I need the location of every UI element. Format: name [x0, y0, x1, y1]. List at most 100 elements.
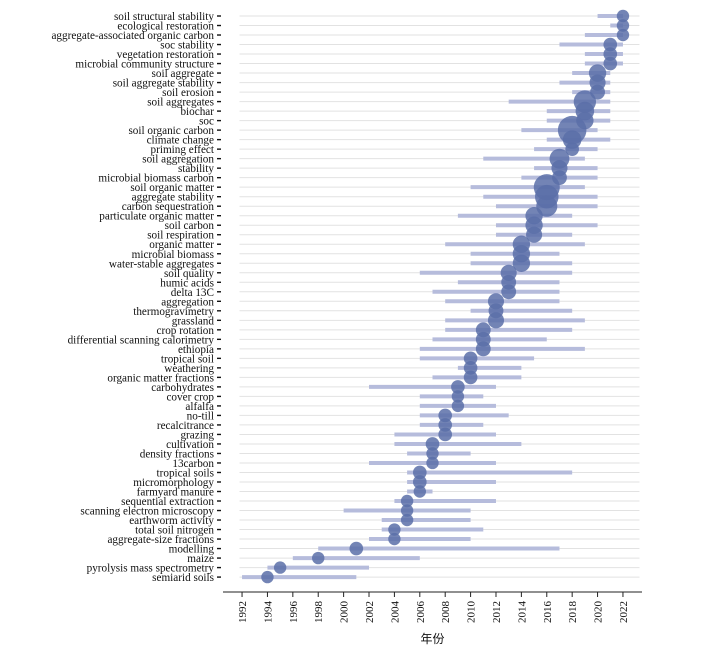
keyword-label: biochar	[180, 106, 214, 118]
keyword-label: aggregate stability	[132, 192, 215, 204]
keyword-label: organic matter fractions	[107, 372, 214, 384]
keyword-label: carbon sequestration	[122, 201, 215, 213]
keyword-label: farmyard manure	[137, 487, 214, 499]
peak-point	[616, 9, 630, 23]
keyword-label: ethiopia	[178, 344, 214, 356]
peak-point	[616, 28, 630, 42]
span-bars-layer	[242, 14, 623, 580]
keyword-label: aggregate-size fractions	[107, 534, 214, 546]
keyword-label: ecological restoration	[117, 21, 214, 33]
keyword-label: soil aggregates	[147, 97, 214, 109]
keyword-label: delta 13C	[171, 287, 214, 299]
keyword-label: micromorphology	[133, 477, 214, 489]
keyword-label: total soil nitrogen	[135, 525, 214, 537]
x-tick-label: 2016	[542, 601, 554, 624]
keyword-label: soil carbon	[165, 220, 215, 232]
keyword-label: organic matter	[149, 239, 214, 251]
keyword-label: priming effect	[151, 144, 215, 156]
peak-point	[349, 541, 364, 556]
peak-point	[463, 361, 478, 375]
keyword-label: carbohydrates	[151, 382, 214, 394]
peak-point	[616, 19, 630, 32]
peak-point	[565, 142, 579, 156]
peak-point	[603, 56, 618, 71]
peak-point	[426, 456, 439, 470]
keyword-label: microbial biomass	[132, 249, 214, 261]
x-tick-label: 2000	[339, 601, 351, 624]
keyword-label: soc	[199, 116, 214, 128]
keyword-label: microbial biomass carbon	[98, 173, 214, 185]
keyword-label: soc stability	[160, 40, 214, 52]
keyword-label: cultivation	[166, 439, 214, 451]
x-axis-title: 年份	[420, 632, 444, 646]
peak-point	[501, 284, 517, 300]
keyword-label: no-till	[187, 410, 214, 422]
keyword-label: 13carbon	[172, 458, 214, 470]
x-tick-label: 2004	[389, 601, 401, 624]
keyword-label: soil quality	[164, 268, 214, 280]
peak-point	[425, 437, 440, 451]
keyword-label: humic acids	[160, 277, 214, 289]
keyword-label: sequential extraction	[121, 496, 214, 508]
keyword-label: soil aggregate	[152, 68, 214, 80]
x-tick-label: 2014	[516, 601, 528, 624]
x-tick-label: 2018	[567, 601, 579, 624]
peak-point	[451, 380, 465, 394]
x-tick-label: 2020	[593, 601, 605, 624]
keyword-label: water-stable aggregates	[109, 258, 214, 270]
keyword-label: soil aggregate stability	[113, 78, 215, 90]
keyword-label: aggregation	[161, 296, 214, 308]
x-tick-label: 2002	[364, 601, 376, 623]
peak-point	[438, 427, 453, 442]
keyword-label: tropical soils	[157, 467, 214, 479]
keyword-label: tropical soil	[161, 353, 214, 365]
keyword-label: cover crop	[166, 391, 214, 403]
keyword-label: microbial community structure	[75, 59, 214, 71]
peak-point	[512, 254, 531, 272]
peak-point	[400, 504, 414, 517]
x-tick-label: 2012	[491, 601, 503, 623]
x-tick-label: 1998	[313, 601, 325, 624]
x-tick-label: 2006	[415, 601, 427, 624]
keyword-label: density fractions	[140, 448, 214, 460]
peak-point	[438, 408, 453, 423]
peak-point	[475, 341, 491, 357]
x-tick-label: 2022	[618, 601, 630, 623]
keyword-label: soil respiration	[147, 230, 214, 242]
x-tick-label: 1994	[262, 601, 274, 624]
keyword-label: thermogravimetry	[133, 306, 214, 318]
peak-points-layer	[261, 9, 630, 584]
keyword-label: stability	[178, 163, 214, 175]
peak-point	[388, 523, 401, 536]
peak-point	[273, 561, 287, 574]
keyword-label: semiarid soils	[152, 572, 214, 584]
keyword-label: vegetation restoration	[117, 49, 215, 61]
x-axis: 1992 1994 1996 1998 2000 2002 2004 2006 2008 2010…	[223, 591, 642, 624]
keyword-label: modelling	[169, 544, 215, 556]
peak-point	[451, 390, 465, 403]
peak-point	[463, 370, 478, 385]
peak-point	[603, 37, 618, 52]
keyword-label: soil erosion	[162, 87, 214, 99]
keyword-label: grazing	[180, 429, 214, 441]
keyword-label: soil aggregation	[142, 154, 214, 166]
keyword-label: soil organic matter	[130, 182, 214, 194]
keyword-label: soil structural stability	[114, 11, 214, 23]
keyword-label: crop rotation	[157, 325, 215, 337]
x-tick-label: 1996	[288, 601, 300, 624]
keyword-label: climate change	[147, 135, 214, 147]
keyword-label: scanning electron microscopy	[80, 506, 214, 518]
keyword-label: particulate organic matter	[99, 211, 214, 223]
peak-point	[412, 465, 427, 480]
peak-point	[463, 351, 478, 366]
peak-point	[426, 447, 439, 460]
peak-point	[413, 485, 427, 498]
keyword-label: aggregate-associated organic carbon	[51, 30, 214, 42]
keyword-label: differential scanning calorimetry	[68, 334, 215, 346]
peak-point	[526, 226, 543, 243]
peak-point	[438, 418, 453, 432]
x-tick-label: 2008	[440, 601, 452, 624]
